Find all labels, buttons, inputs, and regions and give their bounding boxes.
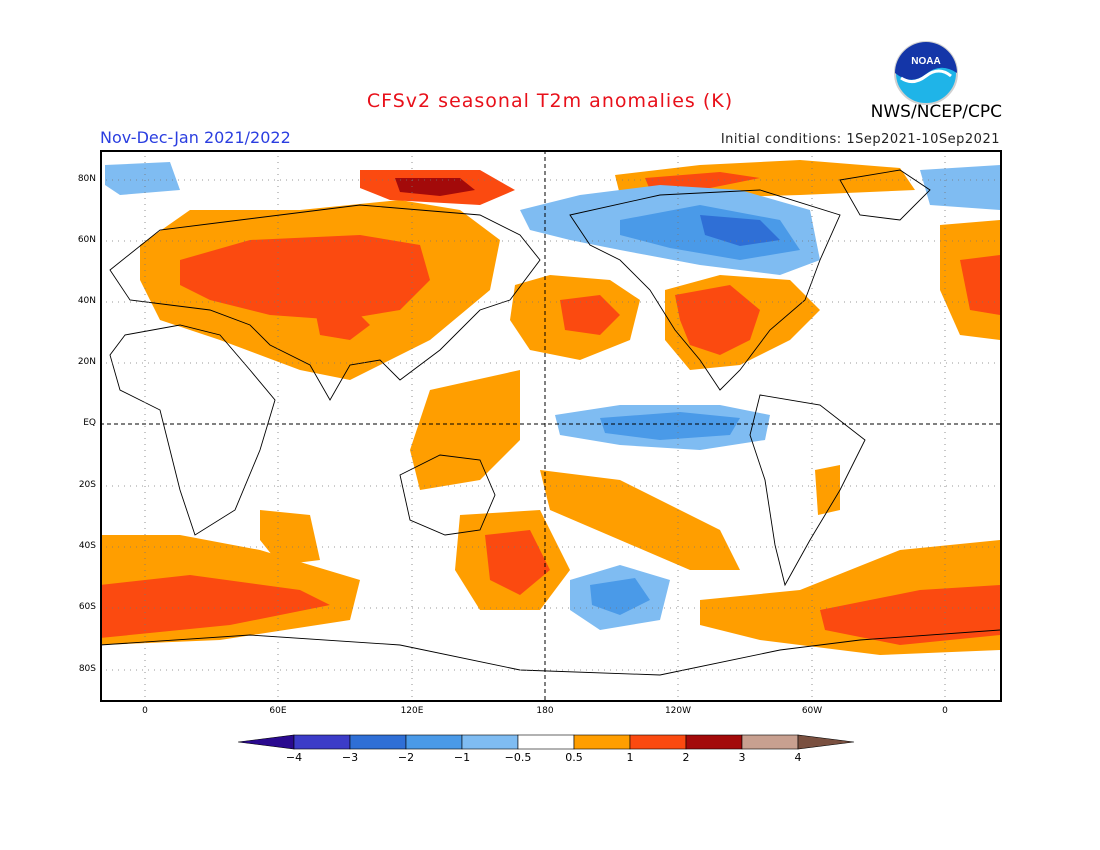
colorbar-tick-label: 0.5 bbox=[565, 751, 583, 764]
latitude-label: 40N bbox=[77, 296, 96, 306]
longitude-label: 60W bbox=[801, 706, 823, 716]
colorbar-tick-label: −3 bbox=[341, 751, 359, 764]
colorbar-arrow-low bbox=[238, 734, 295, 750]
colorbar-tick-label: 2 bbox=[682, 751, 690, 764]
anomaly-map bbox=[100, 150, 1000, 700]
anomaly-region-westpacific-warm bbox=[410, 370, 520, 490]
colorbar-tick-label: 1 bbox=[626, 751, 634, 764]
anomaly-region-nz-strong bbox=[485, 530, 550, 595]
latitude-label: 60N bbox=[77, 235, 96, 245]
anomaly-region-southern-ocean-east-strong bbox=[820, 585, 1000, 645]
longitude-label: 0 bbox=[142, 706, 148, 716]
gridlines bbox=[100, 150, 1000, 700]
noaa-logo: NOAA bbox=[894, 41, 958, 105]
coastline-greenland bbox=[839, 169, 931, 221]
anomaly-region-enso-core bbox=[600, 412, 740, 440]
colorbar-segment bbox=[685, 734, 743, 750]
colorbar-segment bbox=[349, 734, 407, 750]
anomaly-region-usa-strong bbox=[675, 285, 760, 355]
anomaly-region-south-pacific-warm bbox=[540, 470, 740, 570]
coastline-north-america bbox=[569, 189, 841, 391]
anomaly-region-europe-strong bbox=[960, 255, 1000, 315]
anomaly-region-spacific-core bbox=[590, 578, 650, 615]
longitude-label: 0 bbox=[942, 706, 948, 716]
colorbar-segment bbox=[629, 734, 687, 750]
coastlines bbox=[100, 169, 1000, 676]
anomaly-region-southamerica-warm bbox=[815, 465, 840, 515]
latitude-label: 40S bbox=[78, 541, 96, 551]
anomaly-fields bbox=[100, 160, 1000, 655]
coastline-africa bbox=[109, 324, 276, 536]
anomaly-region-natlantic-cold bbox=[920, 165, 1000, 210]
longitude-label: 120E bbox=[400, 706, 424, 716]
colorbar-arrow-high bbox=[797, 734, 855, 750]
colorbar-tick-label: −1 bbox=[453, 751, 471, 764]
coastline-australia bbox=[399, 454, 496, 536]
anomaly-region-hudson-core bbox=[700, 215, 780, 246]
logo-text: NOAA bbox=[911, 56, 940, 67]
colorbar-tick-label: 4 bbox=[794, 751, 802, 764]
colorbar bbox=[238, 734, 855, 750]
coastline-south-america bbox=[749, 394, 866, 587]
anomaly-region-arctic-cold-west bbox=[105, 162, 180, 195]
latitude-label: 80S bbox=[78, 664, 96, 674]
colorbar-tick-label: −2 bbox=[397, 751, 415, 764]
anomaly-region-southern-ocean-west-strong bbox=[100, 575, 330, 638]
colorbar-tick-label: 3 bbox=[738, 751, 746, 764]
colorbar-tick-label: −4 bbox=[285, 751, 303, 764]
colorbar-segment bbox=[517, 734, 575, 750]
colorbar-segment bbox=[741, 734, 799, 750]
colorbar-segment bbox=[405, 734, 463, 750]
latitude-label: 80N bbox=[77, 174, 96, 184]
longitude-label: 120W bbox=[664, 706, 692, 716]
colorbar-tick-label: −0.5 bbox=[504, 751, 532, 764]
latitude-label: EQ bbox=[83, 418, 96, 428]
latitude-label: 60S bbox=[78, 602, 96, 612]
anomaly-region-greenland-strong bbox=[645, 172, 760, 190]
anomaly-region-siberia-core bbox=[395, 178, 475, 196]
colorbar-segment bbox=[461, 734, 519, 750]
agency-label: NWS/NCEP/CPC bbox=[870, 102, 1002, 122]
coastline-eurasia bbox=[109, 204, 541, 401]
coastline-antarctica bbox=[100, 629, 1000, 676]
latitude-label: 20S bbox=[78, 480, 96, 490]
longitude-label: 60E bbox=[269, 706, 287, 716]
colorbar-segment bbox=[573, 734, 631, 750]
anomaly-region-npacific-strong bbox=[560, 295, 620, 335]
anomaly-region-africa-south-warm bbox=[260, 510, 320, 565]
latitude-label: 20N bbox=[77, 357, 96, 367]
anomaly-region-eurasia-strong bbox=[180, 235, 430, 320]
anomaly-region-tibet bbox=[315, 305, 370, 340]
longitude-label: 180 bbox=[536, 706, 554, 716]
colorbar-segment bbox=[293, 734, 351, 750]
map-canvas bbox=[100, 150, 1000, 700]
forecast-period: Nov-Dec-Jan 2021/2022 bbox=[100, 128, 291, 147]
chart-title: CFSv2 seasonal T2m anomalies (K) bbox=[366, 90, 734, 112]
initial-conditions: Initial conditions: 1Sep2021-10Sep2021 bbox=[720, 132, 1000, 147]
